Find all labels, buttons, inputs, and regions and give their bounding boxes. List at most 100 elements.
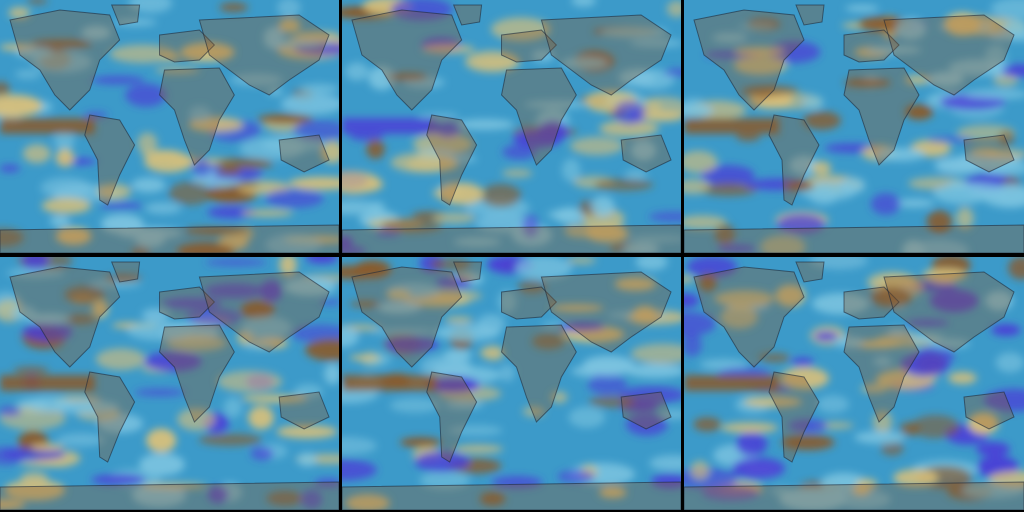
anomaly-blob: [909, 333, 945, 342]
world-map-panel-2: [342, 0, 681, 253]
continent-shape: [795, 4, 825, 26]
anomaly-blob: [204, 283, 265, 299]
anomaly-blob: [873, 356, 892, 367]
anomaly-blob: [342, 265, 379, 280]
anomaly-blob: [988, 470, 1024, 488]
anomaly-blob: [314, 478, 339, 488]
anomaly-blob: [368, 66, 396, 90]
anomaly-blob: [30, 39, 93, 49]
anomaly-blob: [684, 150, 718, 174]
continent-shape: [883, 14, 1015, 96]
anomaly-blob: [491, 17, 551, 41]
anomaly-blob: [243, 341, 275, 350]
anomaly-blob: [651, 473, 681, 489]
anomaly-blob: [775, 284, 806, 307]
anomaly-field: [342, 257, 681, 510]
equatorial-band: [684, 375, 779, 391]
continent-shape: [158, 324, 235, 423]
anomaly-blob: [95, 348, 146, 371]
anomaly-blob: [0, 405, 22, 417]
anomaly-blob: [976, 442, 1011, 457]
anomaly-blob: [630, 343, 681, 364]
anomaly-blob: [349, 354, 380, 361]
world-map-svg: [342, 257, 681, 510]
continent-shape: [452, 4, 483, 26]
anomaly-blob: [219, 2, 249, 13]
anomaly-blob: [283, 277, 337, 296]
anomaly-blob: [985, 290, 1014, 311]
anomaly-blob: [422, 44, 476, 54]
anomaly-blob: [217, 167, 241, 175]
anomaly-blob: [557, 470, 595, 483]
anomaly-blob: [320, 140, 339, 164]
continent-shape: [426, 114, 478, 206]
anomaly-blob: [192, 158, 211, 178]
anomaly-blob: [0, 81, 10, 97]
anomaly-blob: [425, 289, 482, 303]
anomaly-blob: [734, 47, 785, 56]
anomaly-blob: [324, 363, 339, 385]
anomaly-blob: [911, 414, 960, 439]
anomaly-blob: [984, 149, 1024, 159]
anomaly-blob: [99, 202, 144, 210]
anomaly-blob: [260, 280, 283, 302]
anomaly-blob: [593, 178, 654, 191]
anomaly-blob: [737, 23, 775, 31]
anomaly-blob: [582, 355, 635, 376]
anomaly-blob: [455, 119, 515, 130]
anomaly-blob: [627, 235, 681, 243]
anomaly-blob: [693, 417, 722, 432]
continent-shape: [0, 224, 339, 253]
continent-shape: [843, 324, 920, 423]
anomaly-blob: [768, 41, 821, 63]
anomaly-blob: [926, 136, 974, 143]
anomaly-blob: [717, 244, 757, 253]
anomaly-blob: [294, 384, 323, 399]
anomaly-blob: [491, 476, 543, 489]
anomaly-blob: [1008, 257, 1024, 280]
continent-shape: [540, 14, 672, 96]
anomaly-blob: [265, 233, 322, 253]
anomaly-blob: [666, 0, 681, 18]
continent-shape: [351, 9, 463, 111]
anomaly-blob: [781, 434, 835, 451]
anomaly-blob: [0, 228, 24, 247]
continent-outlines: [342, 4, 681, 253]
anomaly-blob: [49, 216, 71, 227]
anomaly-blob: [870, 193, 901, 215]
anomaly-blob: [414, 451, 470, 473]
anomaly-blob: [126, 321, 193, 341]
anomaly-blob: [241, 394, 308, 403]
anomaly-blob: [684, 103, 713, 118]
anomaly-blob: [0, 499, 26, 510]
continent-shape: [159, 286, 216, 320]
anomaly-blob: [983, 388, 1024, 412]
anomaly-blob: [930, 289, 979, 313]
anomaly-blob: [872, 410, 893, 434]
anomaly-blob: [760, 235, 806, 253]
continent-shape: [501, 29, 558, 63]
anomaly-blob: [845, 5, 879, 12]
continent-outlines: [684, 4, 1024, 253]
anomaly-blob: [125, 83, 167, 107]
anomaly-blob: [30, 444, 65, 451]
anomaly-blob: [833, 336, 864, 349]
anomaly-blob: [207, 485, 229, 504]
anomaly-blob: [961, 182, 998, 192]
anomaly-blob: [758, 352, 791, 363]
anomaly-blob: [241, 316, 292, 339]
continent-shape: [452, 261, 483, 283]
anomaly-blob: [690, 460, 710, 480]
anomaly-blob: [276, 425, 338, 439]
equatorial-band: [342, 118, 437, 134]
anomaly-blob: [588, 395, 636, 408]
anomaly-field: [684, 257, 1024, 510]
anomaly-blob: [624, 169, 648, 180]
anomaly-blob: [630, 140, 657, 161]
anomaly-blob: [893, 469, 939, 487]
anomaly-blob: [277, 0, 301, 18]
equatorial-band: [684, 118, 779, 134]
anomaly-blob: [479, 346, 504, 359]
anomaly-blob: [522, 214, 539, 238]
